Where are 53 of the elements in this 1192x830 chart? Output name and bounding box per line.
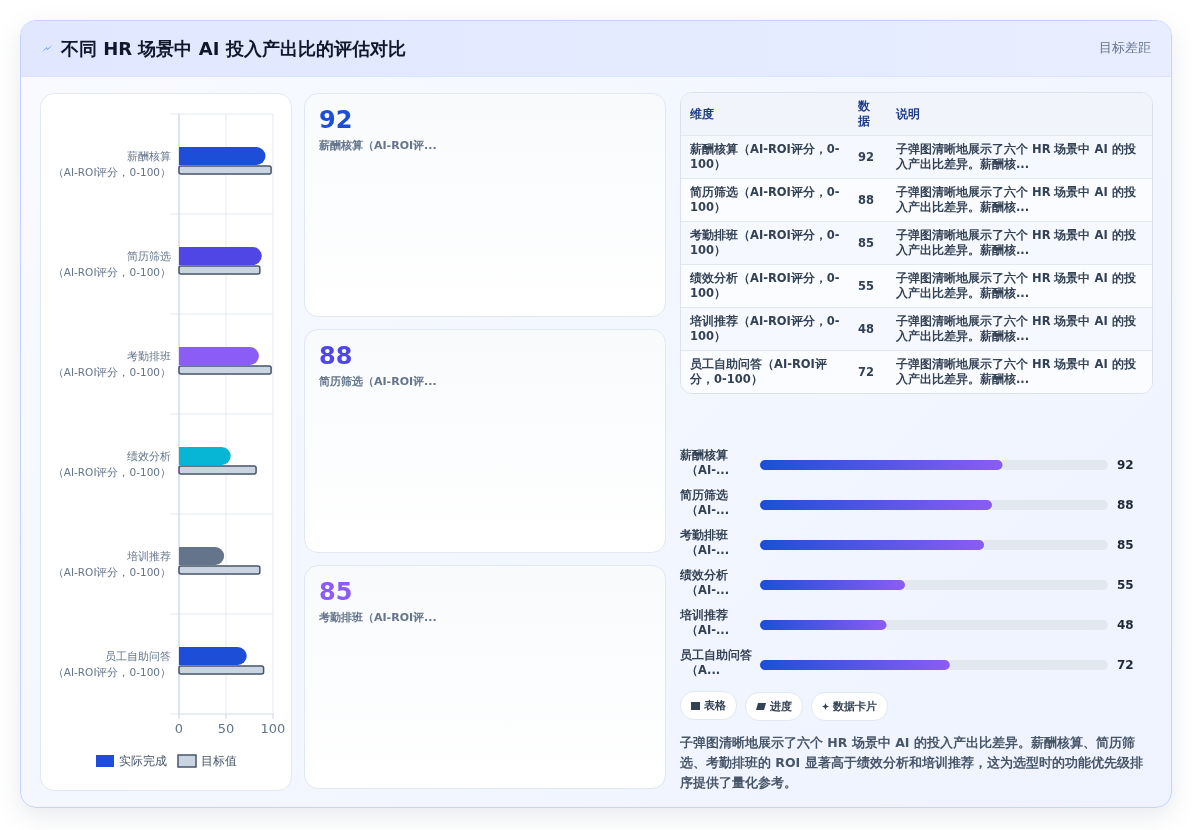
x-tick-label: 100 bbox=[260, 721, 286, 736]
data-label: 85 bbox=[319, 578, 354, 606]
data-label: 88 bbox=[1117, 498, 1134, 512]
text: 子弹图清晰地展示了六个 HR 场景中 AI 的投入产出比差异。薪酬核... bbox=[887, 135, 1152, 179]
data-label: 88 bbox=[849, 178, 887, 222]
data-label: 55 bbox=[849, 264, 887, 308]
y-tick-label: 员工自助问答（AI-ROI评分，0-100） bbox=[52, 650, 171, 678]
data-label: 85 bbox=[1117, 538, 1134, 552]
category-label: 考勤排班（AI-ROI评... bbox=[319, 610, 438, 625]
category-label: 薪酬核算（AI-ROI评... bbox=[319, 138, 438, 153]
legend-label: 目标值 bbox=[201, 754, 237, 768]
data-label: 88 bbox=[319, 342, 354, 370]
data-label: 92 bbox=[1117, 458, 1134, 472]
text: 子弹图清晰地展示了六个 HR 场景中 AI 的投入产出比差异。薪酬核... bbox=[887, 350, 1152, 393]
data-label: 48 bbox=[849, 307, 887, 351]
text: 数据卡片 bbox=[811, 691, 888, 721]
bar bbox=[179, 147, 266, 165]
y-tick-label: 绩效分析（AI-ROI评分，0-100） bbox=[52, 450, 171, 478]
y-tick-label: 培训推荐（AI-... bbox=[679, 608, 730, 637]
text: 子弹图清晰地展示了六个 HR 场景中 AI 的投入产出比差异。薪酬核... bbox=[887, 221, 1152, 265]
x-tick-label: 0 bbox=[174, 721, 184, 736]
category-label: 简历筛选（AI-ROI评... bbox=[319, 374, 438, 389]
data-label: 48 bbox=[1117, 618, 1134, 632]
y-tick-label: 简历筛选（AI-... bbox=[679, 488, 730, 517]
bar bbox=[179, 547, 225, 565]
y-tick-label: 培训推荐（AI-ROI评分，0-100） bbox=[52, 550, 171, 578]
data-label: 92 bbox=[319, 106, 354, 134]
text: 子弹图清晰地展示了六个 HR 场景中 AI 的投入产出比差异。薪酬核... bbox=[887, 264, 1152, 308]
y-tick-label: 薪酬核算（AI-... bbox=[679, 448, 730, 477]
text: 子弹图清晰地展示了六个 HR 场景中 AI 的投入产出比差异。薪酬核算、简历筛选、考勤排班的 ROI 显著高于绩效分析和培训推荐，这为选型时的功能优先级排序提供了量化参考。 bbox=[680, 733, 1144, 792]
data-label: 55 bbox=[1117, 578, 1134, 592]
y-tick-label: 考勤排班（AI-... bbox=[679, 528, 730, 557]
data-label: 85 bbox=[849, 221, 887, 265]
text: 表格 bbox=[680, 691, 737, 720]
bar bbox=[179, 347, 259, 365]
y-tick-label: 薪酬核算（AI-ROI评分，0-100） bbox=[52, 150, 171, 178]
text: 子弹图清晰地展示了六个 HR 场景中 AI 的投入产出比差异。薪酬核... bbox=[887, 307, 1152, 351]
data-label: 92 bbox=[849, 135, 887, 179]
y-tick-label: 简历筛选（AI-ROI评分，0-100） bbox=[52, 250, 171, 278]
bar bbox=[179, 447, 231, 465]
legend-label: 实际完成 bbox=[119, 754, 167, 768]
text: 进度 bbox=[745, 691, 803, 721]
y-tick-label: 员工自助问答（A... bbox=[680, 648, 752, 677]
bar bbox=[179, 647, 247, 665]
bar bbox=[179, 247, 262, 265]
data-label: 72 bbox=[849, 350, 887, 393]
text: 不同 HR 场景中 AI 投入产出比的评估对比 bbox=[61, 36, 406, 61]
text: 子弹图清晰地展示了六个 HR 场景中 AI 的投入产出比差异。薪酬核... bbox=[887, 178, 1152, 222]
text: 目标差距 bbox=[1099, 40, 1151, 57]
data-label: 72 bbox=[1117, 658, 1134, 672]
x-tick-label: 50 bbox=[217, 721, 235, 736]
y-tick-label: 考勤排班（AI-ROI评分，0-100） bbox=[52, 350, 171, 378]
y-tick-label: 绩效分析（AI-... bbox=[679, 568, 730, 597]
